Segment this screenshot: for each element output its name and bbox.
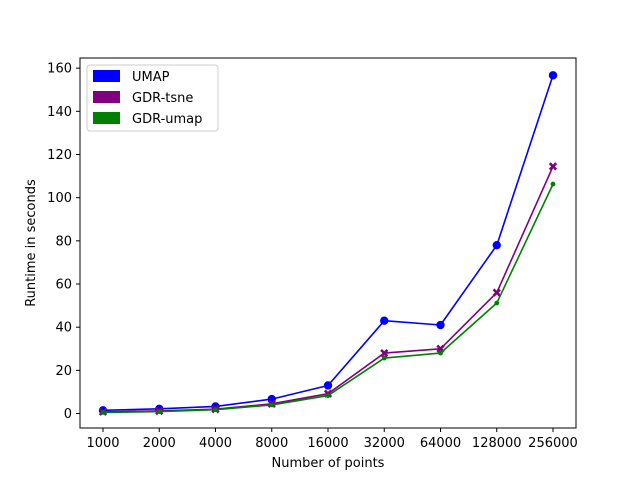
- legend-label: GDR-umap: [132, 112, 202, 127]
- y-tick-label: 60: [55, 278, 72, 293]
- data-point: [213, 407, 218, 413]
- data-point: [380, 348, 389, 358]
- data-point: [323, 381, 333, 390]
- x-tick-label: 2000: [143, 436, 176, 451]
- y-tick-label: 0: [64, 407, 72, 422]
- x-tick-label: 16000: [307, 436, 348, 451]
- x-tick-label: 4000: [199, 436, 232, 451]
- legend-swatch: [93, 70, 120, 82]
- x-tick-label: 256000: [528, 436, 578, 451]
- y-tick-label: 120: [47, 148, 72, 163]
- data-point: [548, 162, 558, 171]
- data-point: [325, 393, 331, 399]
- x-tick-label: 1000: [86, 436, 119, 451]
- data-point: [548, 71, 558, 80]
- y-axis-title: Runtime in seconds: [24, 179, 39, 307]
- y-tick-label: 160: [47, 62, 72, 77]
- y-tick-label: 140: [47, 105, 72, 120]
- y-tick-label: 100: [47, 191, 72, 206]
- data-point: [269, 402, 275, 408]
- data-point: [494, 300, 500, 306]
- series-layer: [98, 71, 558, 416]
- legend-label: UMAP: [132, 70, 170, 85]
- y-tick-label: 80: [55, 234, 72, 249]
- series-gdr-umap: [100, 181, 556, 415]
- y-tick-label: 40: [55, 321, 72, 336]
- data-point: [492, 240, 501, 250]
- data-point: [381, 355, 387, 361]
- data-point: [436, 320, 445, 330]
- legend-swatch: [93, 112, 120, 124]
- legend-label: GDR-tsne: [132, 91, 193, 106]
- x-tick-label: 128000: [472, 436, 522, 451]
- data-point: [438, 350, 443, 356]
- data-point: [100, 410, 106, 415]
- axes-layer: 1000 2000 4000 8000 16000 32000 64000 128000 256…: [47, 57, 578, 451]
- data-point: [156, 409, 162, 414]
- legend: UMAP GDR-tsne GDR-umap: [86, 64, 219, 132]
- legend-swatch: [93, 91, 120, 103]
- data-point: [492, 288, 501, 297]
- x-tick-label: 64000: [420, 436, 461, 451]
- data-point: [380, 316, 389, 325]
- x-axis-title: Number of points: [272, 456, 385, 471]
- x-tick-label: 8000: [255, 436, 288, 451]
- x-tick-label: 32000: [364, 436, 405, 451]
- y-tick-label: 20: [55, 364, 72, 379]
- data-point: [550, 181, 556, 187]
